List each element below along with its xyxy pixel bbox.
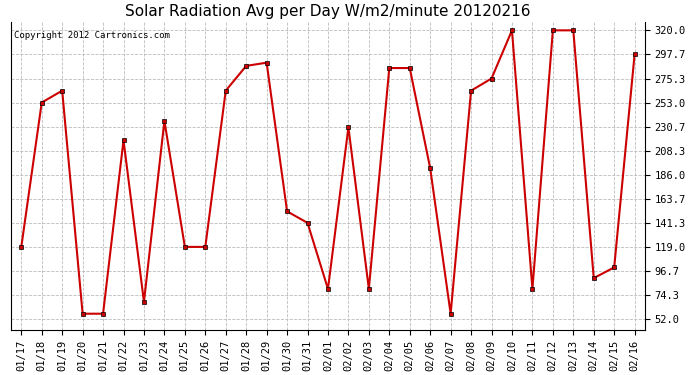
Text: Copyright 2012 Cartronics.com: Copyright 2012 Cartronics.com xyxy=(14,31,170,40)
Title: Solar Radiation Avg per Day W/m2/minute 20120216: Solar Radiation Avg per Day W/m2/minute … xyxy=(125,4,531,19)
